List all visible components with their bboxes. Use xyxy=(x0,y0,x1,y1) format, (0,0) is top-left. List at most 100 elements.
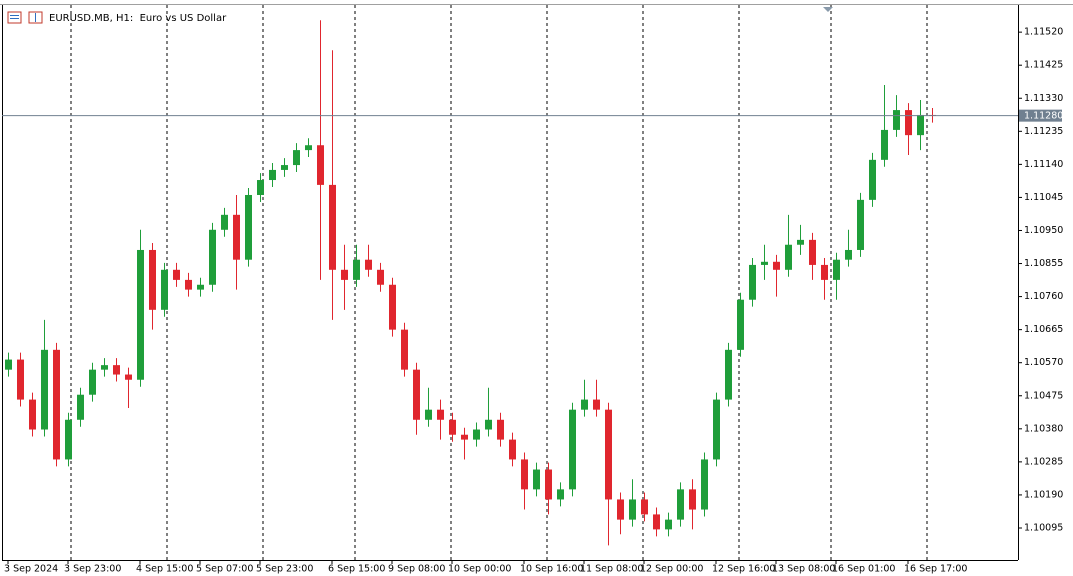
candle-body xyxy=(545,469,552,500)
candle-body xyxy=(821,264,828,280)
candle-body xyxy=(29,399,36,430)
candle-body xyxy=(389,284,396,330)
candle-body xyxy=(761,261,768,265)
candle-body xyxy=(617,499,624,520)
candle-body xyxy=(509,439,516,460)
candle-body xyxy=(701,459,708,510)
candle-body xyxy=(533,469,540,490)
candle-body xyxy=(581,399,588,410)
candle-body xyxy=(677,489,684,520)
candle-body xyxy=(65,419,72,460)
candle-body xyxy=(353,259,360,280)
candle-body xyxy=(365,259,372,270)
candle-body xyxy=(797,239,804,245)
y-tick-label: 1.10855 xyxy=(1024,258,1063,269)
current-price-label: 1.11280 xyxy=(1024,111,1063,122)
candle-body xyxy=(569,409,576,490)
candle-body xyxy=(233,214,240,260)
candle-body xyxy=(293,150,300,166)
x-tick-label: 4 Sep 15:00 xyxy=(136,564,193,575)
candle-body xyxy=(449,419,456,435)
y-tick-label: 1.11425 xyxy=(1024,60,1063,71)
y-tick-label: 1.10950 xyxy=(1024,225,1063,236)
candle-body xyxy=(425,409,432,420)
y-tick-label: 1.11045 xyxy=(1024,192,1063,203)
candle-body xyxy=(485,419,492,430)
title-icons xyxy=(7,11,43,24)
x-tick-label: 16 Sep 01:00 xyxy=(832,564,895,575)
candle-body xyxy=(257,180,264,195)
candle-body xyxy=(473,429,480,440)
candle-body xyxy=(329,184,336,270)
candle-body xyxy=(653,514,660,530)
candle-body xyxy=(137,249,144,380)
candle-body xyxy=(305,145,312,151)
candle-body xyxy=(269,169,276,181)
candle-body xyxy=(905,110,912,136)
x-tick-label: 9 Sep 08:00 xyxy=(388,564,445,575)
candle-body xyxy=(521,459,528,490)
candle-body xyxy=(317,145,324,185)
candle-body xyxy=(665,519,672,530)
icon xyxy=(7,11,22,24)
y-tick-label: 1.10380 xyxy=(1024,423,1063,434)
y-tick-label: 1.10095 xyxy=(1024,522,1063,533)
candle-body xyxy=(377,269,384,285)
current-price-box xyxy=(1019,109,1062,122)
candle-body xyxy=(209,229,216,285)
candle-body xyxy=(833,259,840,280)
y-tick-label: 1.11330 xyxy=(1024,93,1063,104)
candle-body xyxy=(749,264,756,300)
y-tick-label: 1.10570 xyxy=(1024,357,1063,368)
candle-body xyxy=(113,365,120,375)
candle-body xyxy=(437,409,444,420)
candle-body xyxy=(845,249,852,260)
candle-body xyxy=(893,110,900,130)
candle-body xyxy=(881,129,888,160)
x-tick-label: 6 Sep 15:00 xyxy=(328,564,385,575)
candle-body xyxy=(401,329,408,370)
candle-body xyxy=(5,359,12,370)
candle-body xyxy=(869,159,876,200)
candle-body xyxy=(77,394,84,420)
x-tick-label: 16 Sep 17:00 xyxy=(904,564,967,575)
candle-body xyxy=(185,279,192,290)
candle-body xyxy=(101,365,108,370)
candle-body xyxy=(17,359,24,400)
x-tick-label: 5 Sep 07:00 xyxy=(196,564,253,575)
x-tick-label: 5 Sep 23:00 xyxy=(256,564,313,575)
x-tick-label: 10 Sep 16:00 xyxy=(520,564,583,575)
candle-body xyxy=(221,214,228,230)
candle-body xyxy=(737,299,744,350)
candle-body xyxy=(173,269,180,280)
candle-body xyxy=(149,249,156,310)
candle-body xyxy=(197,284,204,290)
y-tick-label: 1.11235 xyxy=(1024,126,1063,137)
x-tick-label: 12 Sep 00:00 xyxy=(640,564,703,575)
chart-title: EURUSD.MB, H1: Euro vs US Dollar xyxy=(49,13,227,24)
candle-body xyxy=(917,114,924,136)
y-tick-label: 1.10760 xyxy=(1024,291,1063,302)
candle-body xyxy=(245,194,252,260)
y-tick-label: 1.10190 xyxy=(1024,489,1063,500)
candle-body xyxy=(341,269,348,280)
x-tick-label: 11 Sep 08:00 xyxy=(580,564,643,575)
y-tick-label: 1.10665 xyxy=(1024,324,1063,335)
y-tick-label: 1.10475 xyxy=(1024,390,1063,401)
candle-body xyxy=(773,261,780,270)
y-tick-label: 1.10285 xyxy=(1024,456,1063,467)
candle-body xyxy=(125,374,132,380)
y-tick-label: 1.11520 xyxy=(1024,27,1063,38)
x-tick-label: 10 Sep 00:00 xyxy=(448,564,511,575)
candle-body xyxy=(629,499,636,520)
candle-body xyxy=(713,399,720,460)
candle-body xyxy=(593,399,600,410)
candle-body xyxy=(161,269,168,310)
candle-body xyxy=(557,489,564,500)
shift-marker xyxy=(823,7,833,12)
candle-body xyxy=(605,409,612,500)
candle-body xyxy=(641,499,648,515)
x-tick-label: 13 Sep 08:00 xyxy=(772,564,835,575)
